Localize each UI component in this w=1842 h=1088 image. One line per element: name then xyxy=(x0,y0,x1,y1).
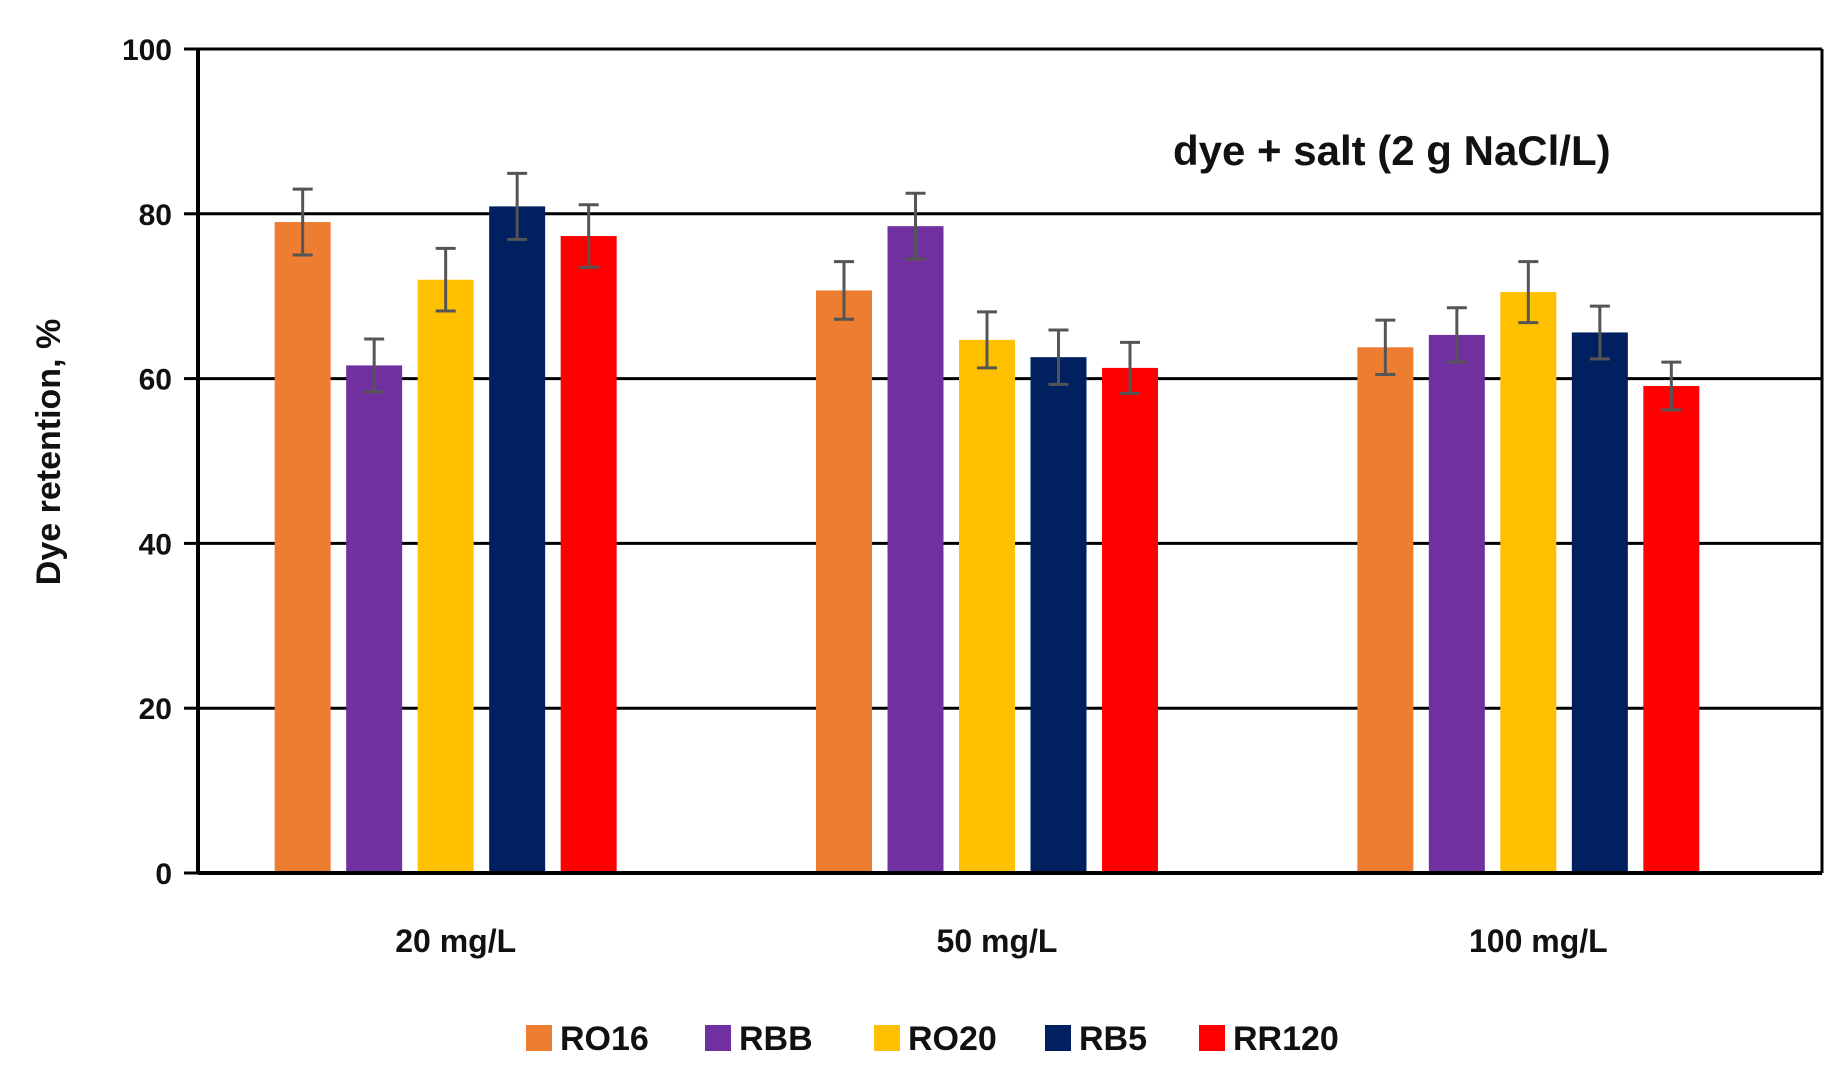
y-tick-label: 0 xyxy=(155,858,172,891)
bar-rb5-3 xyxy=(1571,332,1628,873)
bar-rbb-2 xyxy=(887,226,944,873)
y-axis-title: Dye retention, % xyxy=(30,319,68,585)
error-bars xyxy=(292,171,1682,412)
legend-label-rbb: RBB xyxy=(739,1020,813,1058)
y-tick-labels: 0 20 40 60 80 100 xyxy=(122,34,172,891)
chart-annotation: dye + salt (2 g NaCl/L) xyxy=(1173,127,1611,174)
y-tick-label: 60 xyxy=(139,364,172,397)
legend-swatch-rb5 xyxy=(1045,1025,1071,1051)
bar-ro20-2 xyxy=(959,339,1015,873)
legend-swatch-rr120 xyxy=(1199,1025,1225,1051)
bar-rbb-1 xyxy=(346,365,403,873)
legend-label-rb5: RB5 xyxy=(1079,1020,1147,1058)
bar-rr120-3 xyxy=(1643,386,1700,873)
bar-rbb-3 xyxy=(1428,334,1485,874)
x-category-label: 20 mg/L xyxy=(395,923,516,959)
legend: RO16 RBB RO20 RB5 RR120 xyxy=(526,1020,1339,1058)
bar-ro20-1 xyxy=(417,279,474,874)
bars xyxy=(274,206,1700,874)
bar-ro16-3 xyxy=(1357,347,1414,874)
legend-label-ro16: RO16 xyxy=(560,1020,649,1058)
x-category-label: 50 mg/L xyxy=(937,923,1058,959)
bar-rb5-2 xyxy=(1030,357,1087,873)
bar-rr120-2 xyxy=(1102,367,1158,873)
x-category-labels: 20 mg/L 50 mg/L 100 mg/L xyxy=(395,923,1607,959)
bar-rr120-1 xyxy=(560,236,617,874)
y-tick-label: 80 xyxy=(139,199,172,232)
bar-ro20-3 xyxy=(1500,292,1557,874)
legend-swatch-ro20 xyxy=(874,1025,900,1051)
legend-label-rr120: RR120 xyxy=(1233,1020,1339,1058)
legend-swatch-ro16 xyxy=(526,1025,552,1051)
y-tick-label: 40 xyxy=(139,528,172,561)
bar-ro16-1 xyxy=(274,222,331,874)
x-category-label: 100 mg/L xyxy=(1469,923,1608,959)
y-tick-label: 100 xyxy=(122,34,172,67)
legend-swatch-rbb xyxy=(705,1025,731,1051)
legend-label-ro20: RO20 xyxy=(908,1020,997,1058)
bar-ro16-2 xyxy=(816,290,872,873)
y-tick-label: 20 xyxy=(139,693,172,726)
axes xyxy=(184,47,1824,875)
bar-rb5-1 xyxy=(489,206,546,873)
